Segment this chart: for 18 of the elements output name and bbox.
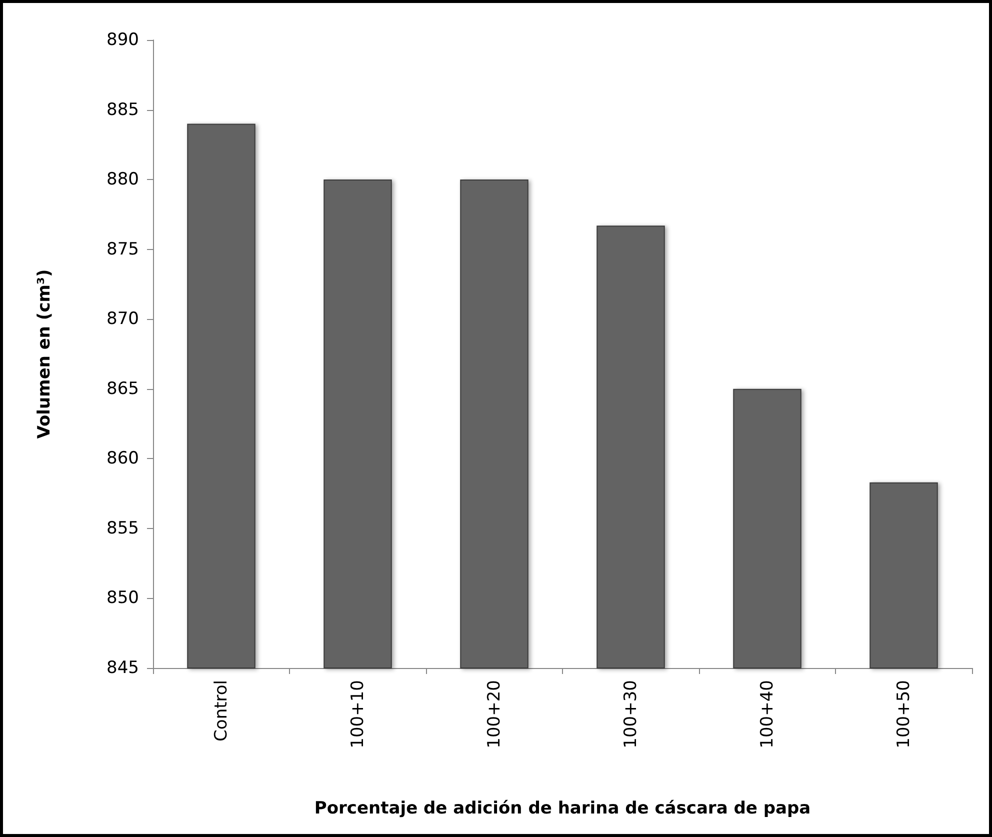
x-tick-label: 100+20 — [484, 680, 504, 748]
y-tick-label: 870 — [106, 309, 139, 330]
x-tick-label: 100+50 — [894, 680, 914, 748]
y-tick-label: 890 — [106, 30, 139, 50]
x-tick-label: Control — [211, 680, 232, 742]
y-tick-label: 850 — [106, 588, 139, 608]
y-tick-label: 855 — [106, 518, 139, 538]
y-tick-label: 875 — [106, 239, 139, 260]
y-axis-title: Volumen en (cm³) — [34, 269, 54, 439]
x-tick-label: 100+40 — [757, 680, 778, 748]
y-tick-label: 845 — [106, 658, 139, 678]
x-tick-label: 100+10 — [348, 680, 368, 748]
y-tick-label: 865 — [106, 378, 139, 399]
y-tick-label: 880 — [106, 170, 139, 190]
x-tick-label: 100+30 — [620, 680, 641, 748]
x-axis-title: Porcentaje de adición de harina de cáscara de papa — [314, 798, 811, 818]
y-tick-label: 885 — [106, 100, 139, 120]
y-tick-label: 860 — [106, 448, 139, 469]
